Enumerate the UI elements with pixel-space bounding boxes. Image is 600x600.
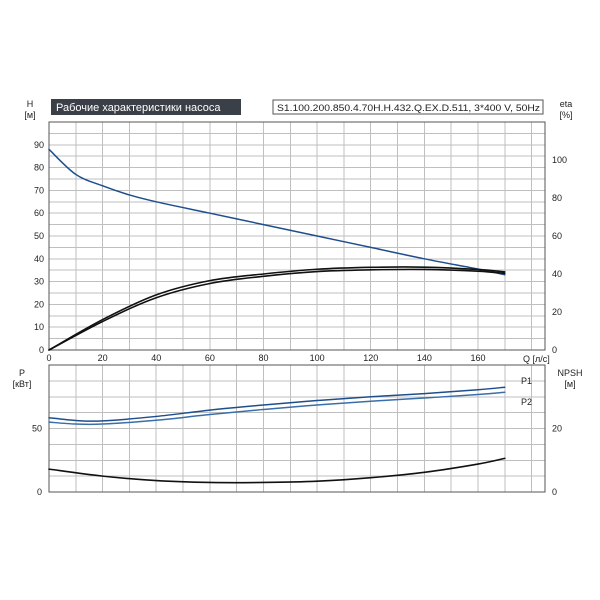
bottom-right-tick-label: 0: [552, 487, 557, 497]
top-right-tick-label: 100: [552, 155, 567, 165]
x-axis-label: Q [л/с]: [523, 354, 550, 364]
top-left-tick-label: 30: [34, 277, 44, 287]
top-right-tick-label: 40: [552, 269, 562, 279]
top-right-axis-unit: [%]: [559, 110, 572, 120]
top-right-axis-label: eta: [560, 99, 573, 109]
top-right-tick-label: 0: [552, 345, 557, 355]
bottom-series-line-0: [48, 386, 506, 422]
top-series-line-1: [48, 266, 506, 351]
bottom-plot-grid: [49, 365, 545, 492]
top-left-tick-label: 60: [34, 208, 44, 218]
bottom-left-tick-label: 0: [37, 487, 42, 497]
bottom-left-axis-unit: [кВт]: [13, 379, 32, 389]
bottom-right-tick-label: 20: [552, 424, 562, 434]
tick-labels: 0 20 40 60 80 100 120 140 160 0 10 20 30 40 50 60 70 80 90…: [32, 140, 567, 497]
top-left-tick-label: 40: [34, 254, 44, 264]
top-right-tick-label: 60: [552, 231, 562, 241]
legend-p2: P2: [521, 397, 532, 407]
x-tick-label: 40: [151, 353, 161, 363]
x-tick-label: 0: [46, 353, 51, 363]
x-tick-label: 80: [258, 353, 268, 363]
legend-p1: P1: [521, 376, 532, 386]
chart-subtitle: S1.100.200.850.4.70H.H.432.Q.EX.D.511, 3…: [277, 103, 541, 113]
top-left-tick-label: 90: [34, 140, 44, 150]
top-series-line-2: [48, 268, 506, 351]
bottom-left-axis-label: P: [19, 368, 25, 378]
top-left-tick-label: 80: [34, 163, 44, 173]
x-tick-label: 20: [98, 353, 108, 363]
subtitle-box: [272, 99, 544, 115]
top-left-axis-unit: [м]: [24, 110, 35, 120]
x-tick-label: 120: [363, 353, 378, 363]
top-plot-series: [48, 148, 506, 351]
x-tick-label: 160: [470, 353, 485, 363]
title-banner: [51, 99, 241, 115]
bottom-series-line-1: [48, 391, 506, 426]
top-series-line-0: [48, 148, 506, 276]
top-left-tick-label: 50: [34, 231, 44, 241]
top-right-tick-label: 80: [552, 193, 562, 203]
bottom-right-axis-unit: [м]: [564, 379, 575, 389]
top-left-tick-label: 70: [34, 185, 44, 195]
bottom-plot-series: [48, 386, 506, 484]
bottom-series-line-2: [48, 457, 506, 484]
top-left-tick-label: 20: [34, 299, 44, 309]
x-tick-label: 100: [310, 353, 325, 363]
top-left-tick-label: 0: [39, 345, 44, 355]
x-tick-label: 140: [417, 353, 432, 363]
top-left-axis-label: H: [27, 99, 34, 109]
chart-title: Рабочие характеристики насоса: [56, 102, 221, 114]
x-tick-label: 60: [205, 353, 215, 363]
top-plot-grid: [49, 122, 545, 350]
bottom-right-axis-label: NPSH: [557, 368, 582, 378]
top-right-tick-label: 20: [552, 307, 562, 317]
top-left-tick-label: 10: [34, 322, 44, 332]
top-plot-frame: [48, 121, 546, 351]
bottom-plot-frame: [48, 364, 546, 493]
bottom-left-tick-label: 50: [32, 424, 42, 434]
